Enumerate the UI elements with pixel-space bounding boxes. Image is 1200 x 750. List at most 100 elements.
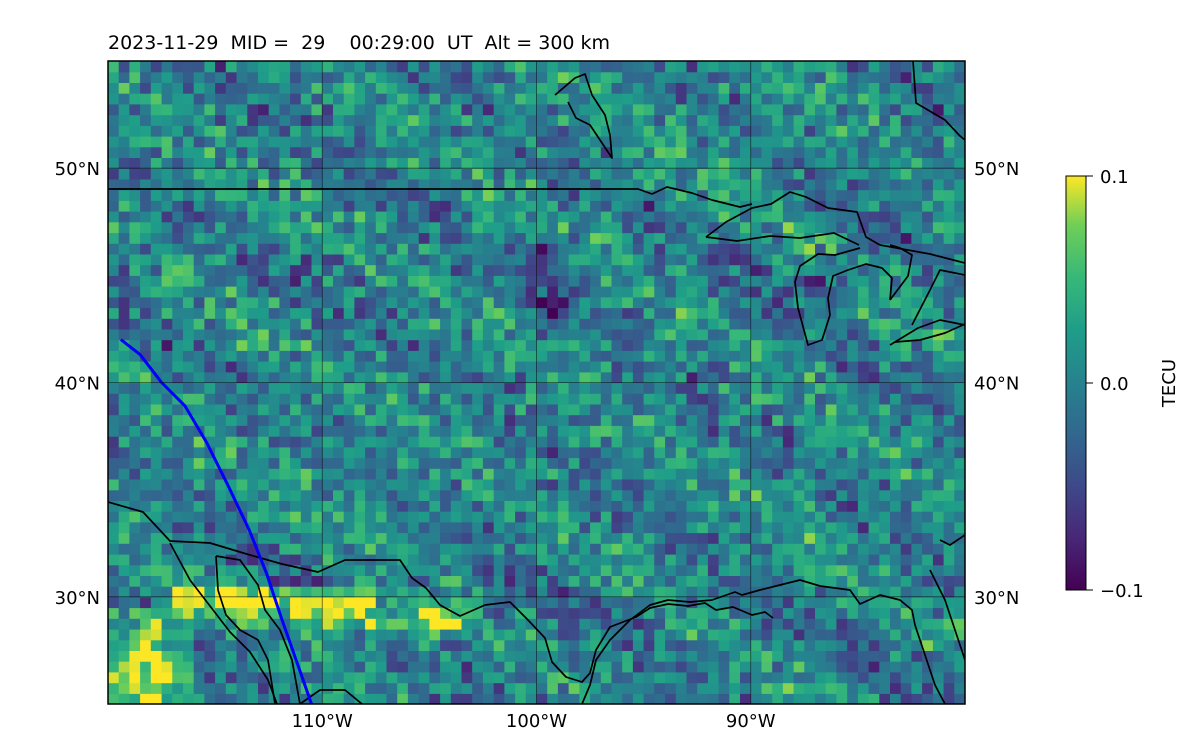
heatmap-cell [611,479,623,491]
heatmap-cell [172,200,184,212]
heatmap-cell [750,532,763,544]
heatmap-cell [129,146,141,158]
heatmap-cell [450,682,463,694]
heatmap-cell [643,371,655,384]
heatmap-cell [900,500,912,512]
heatmap-cell [750,243,763,255]
heatmap-cell [343,93,355,105]
heatmap-cell [172,682,184,694]
heatmap-cell [108,661,120,673]
heatmap-cell [879,661,891,673]
heatmap-cell [718,414,730,426]
heatmap-cell [729,307,741,319]
heatmap-cell [911,350,923,362]
heatmap-cell [836,157,848,169]
heatmap-cell [740,382,752,394]
heatmap-cell [536,232,548,244]
heatmap-cell [172,382,184,394]
heatmap-cell [386,457,398,469]
heatmap-cell [632,521,645,534]
heatmap-cell [397,286,409,298]
heatmap-cell [343,511,355,523]
heatmap-cell [815,361,827,373]
atlantic-coast [939,534,965,546]
heatmap-cell [782,93,795,105]
heatmap-cell [697,629,709,641]
heatmap-cell [815,211,827,223]
heatmap-cell [890,221,902,234]
heatmap-cell [354,500,366,512]
heatmap-cell [525,564,538,576]
heatmap-cell [611,500,623,512]
heatmap-cell [868,521,880,534]
heatmap-cell [911,146,923,158]
heatmap-cell [686,661,698,673]
heatmap-cell [461,328,473,341]
heatmap-cell [675,436,688,448]
heatmap-cell [879,500,891,512]
heatmap-cell [590,93,602,105]
heatmap-cell [161,479,173,491]
heatmap-cell [654,350,666,362]
heatmap-cell [386,532,398,544]
heatmap-cell [365,93,377,105]
heatmap-cell [686,671,698,684]
heatmap-cell [418,61,430,73]
heatmap-cell [429,361,441,373]
heatmap-cell [311,103,323,116]
heatmap-cell [750,500,763,512]
heatmap-cell [600,157,613,169]
heatmap-cell [590,511,602,523]
heatmap-cell [611,328,623,341]
heatmap-cell [193,543,205,555]
heatmap-cell [590,211,602,223]
heatmap-cell [761,339,773,351]
heatmap-cell [793,168,805,180]
heatmap-cell [740,286,752,298]
heatmap-cell [397,178,409,191]
heatmap-cell [504,125,516,137]
heatmap-cell [418,650,430,662]
heatmap-cell [300,93,313,105]
heatmap-cell [150,200,163,212]
heatmap-cell [579,264,591,276]
heatmap-cell [183,296,195,309]
heatmap-cell [782,211,795,223]
heatmap-cell [536,221,548,234]
heatmap-cell [215,296,227,309]
heatmap-cell [440,661,452,673]
heatmap-cell [140,511,152,523]
heatmap-cell [525,479,538,491]
heatmap-cell [343,532,355,544]
heatmap-cell [172,607,184,619]
heatmap-cell [515,328,527,341]
heatmap-cell [568,489,580,501]
heatmap-cell [472,61,484,73]
heatmap-cell [868,554,880,566]
heatmap-cell [761,425,773,437]
heatmap-cell [493,146,505,158]
heatmap-cell [772,543,784,555]
heatmap-cell [750,521,763,534]
heatmap-cell [697,189,709,201]
heatmap-cell [300,521,313,534]
heatmap-cell [322,693,334,704]
heatmap-cell [268,211,280,223]
heatmap-cell [954,157,965,169]
heatmap-cell [729,468,741,480]
heatmap-cell [686,586,698,598]
heatmap-cell [568,446,580,459]
heatmap-cell [279,436,291,448]
heatmap-cell [482,682,495,694]
heatmap-cell [118,103,130,116]
heatmap-cell [450,371,463,384]
heatmap-cell [472,232,484,244]
heatmap-cell [300,328,313,341]
heatmap-cell [707,361,720,373]
heatmap-cell [547,618,559,630]
heatmap-cell [140,382,152,394]
heatmap-cell [568,596,580,609]
heatmap-cell [300,511,313,523]
heatmap-cell [954,500,965,512]
heatmap-cell [354,393,366,405]
